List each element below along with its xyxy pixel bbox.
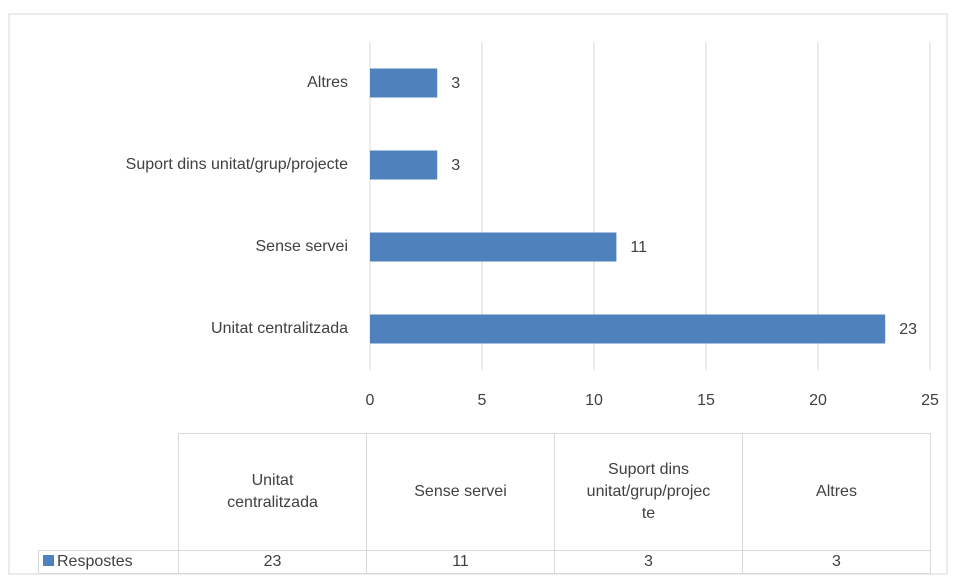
data-label: 3 [451, 157, 460, 174]
bar [370, 232, 617, 262]
data-label: 3 [451, 75, 460, 92]
x-tick-label: 25 [921, 392, 939, 409]
x-tick-label: 5 [478, 392, 487, 409]
data-table: Unitat centralitzada Sense servei Suport d… [38, 433, 931, 574]
data-label: 23 [899, 321, 917, 338]
x-tick-label: 15 [697, 392, 715, 409]
chart-border [8, 13, 948, 575]
table-row: Respostes 23 11 3 3 [38, 550, 931, 574]
legend-cell: Respostes [38, 550, 179, 574]
header-cell: Suport dins unitat/grup/projecte [554, 433, 743, 551]
bar [370, 314, 886, 344]
table-header: Unitat centralitzada Sense servei Suport d… [38, 433, 931, 551]
x-tick-label: 20 [809, 392, 827, 409]
blank-cell [38, 433, 179, 551]
header-label: Suport dins unitat/grup/projecte [586, 461, 711, 522]
x-tick-label: 10 [585, 392, 603, 409]
legend-swatch [43, 555, 54, 566]
header-cell: Sense servei [366, 433, 555, 551]
header-label: Altres [816, 483, 857, 500]
y-tick-label: Sense servei [256, 238, 349, 255]
header-cell: Unitat centralitzada [178, 433, 367, 551]
bar [370, 150, 438, 180]
header-label: Unitat centralitzada [227, 472, 318, 511]
value-cell: 23 [178, 550, 367, 574]
y-tick-label: Suport dins unitat/grup/projecte [126, 156, 348, 173]
data-label: 11 [630, 239, 647, 256]
value-cell: 3 [742, 550, 931, 574]
header-label: Sense servei [414, 483, 507, 500]
x-tick-label: 0 [366, 392, 375, 409]
value-cell: 11 [366, 550, 555, 574]
legend-label: Respostes [57, 553, 133, 570]
bar [370, 68, 438, 98]
y-tick-label: Altres [307, 74, 348, 91]
value-cell: 3 [554, 550, 743, 574]
header-cell: Altres [742, 433, 931, 551]
y-tick-label: Unitat centralitzada [211, 320, 348, 337]
